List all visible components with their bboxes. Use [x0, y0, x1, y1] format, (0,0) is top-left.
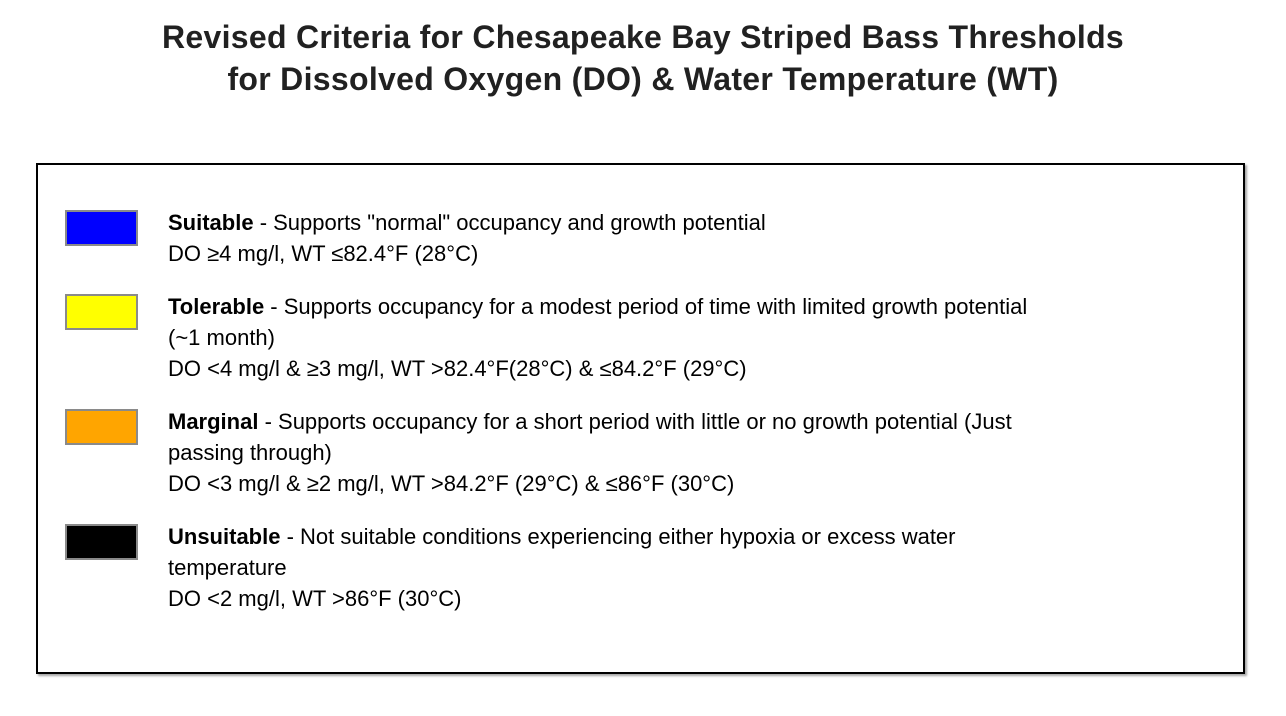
- tolerable-label: Tolerable: [168, 294, 265, 319]
- tolerable-text: Tolerable - Supports occupancy for a mod…: [168, 291, 1027, 384]
- suitable-criteria: DO ≥4 mg/l, WT ≤82.4°F (28°C): [168, 241, 479, 266]
- marginal-label: Marginal: [168, 409, 259, 434]
- tolerable-description-cont: (~1 month): [168, 325, 275, 350]
- suitable-label: Suitable: [168, 210, 254, 235]
- legend-item-marginal: Marginal - Supports occupancy for a shor…: [65, 406, 1243, 499]
- tolerable-color-swatch: [65, 294, 138, 330]
- page-title-line-2: for Dissolved Oxygen (DO) & Water Temper…: [227, 61, 1059, 97]
- unsuitable-text: Unsuitable - Not suitable conditions exp…: [168, 521, 956, 614]
- suitable-text: Suitable - Supports "normal" occupancy a…: [168, 207, 766, 269]
- tolerable-description: - Supports occupancy for a modest period…: [264, 294, 1028, 319]
- unsuitable-description-cont: temperature: [168, 555, 287, 580]
- legend-item-suitable: Suitable - Supports "normal" occupancy a…: [65, 207, 1243, 269]
- unsuitable-description: - Not suitable conditions experiencing e…: [280, 524, 956, 549]
- unsuitable-label: Unsuitable: [168, 524, 281, 549]
- page-title: Revised Criteria for Chesapeake Bay Stri…: [0, 16, 1286, 100]
- marginal-text: Marginal - Supports occupancy for a shor…: [168, 406, 1012, 499]
- marginal-description-cont: passing through): [168, 440, 332, 465]
- marginal-heading: Marginal - Supports occupancy for a shor…: [168, 406, 1012, 437]
- legend-item-tolerable: Tolerable - Supports occupancy for a mod…: [65, 291, 1243, 384]
- suitable-heading: Suitable - Supports "normal" occupancy a…: [168, 207, 766, 238]
- marginal-description: - Supports occupancy for a short period …: [258, 409, 1012, 434]
- marginal-criteria: DO <3 mg/l & ≥2 mg/l, WT >84.2°F (29°C) …: [168, 471, 735, 496]
- tolerable-criteria: DO <4 mg/l & ≥3 mg/l, WT >82.4°F(28°C) &…: [168, 356, 747, 381]
- unsuitable-heading: Unsuitable - Not suitable conditions exp…: [168, 521, 956, 552]
- unsuitable-criteria: DO <2 mg/l, WT >86°F (30°C): [168, 586, 462, 611]
- suitable-color-swatch: [65, 210, 138, 246]
- unsuitable-color-swatch: [65, 524, 138, 560]
- suitable-description: - Supports "normal" occupancy and growth…: [253, 210, 766, 235]
- page-title-line-1: Revised Criteria for Chesapeake Bay Stri…: [161, 19, 1125, 55]
- marginal-color-swatch: [65, 409, 138, 445]
- criteria-legend-box: Suitable - Supports "normal" occupancy a…: [36, 163, 1245, 674]
- legend-item-unsuitable: Unsuitable - Not suitable conditions exp…: [65, 521, 1243, 614]
- tolerable-heading: Tolerable - Supports occupancy for a mod…: [168, 291, 1027, 322]
